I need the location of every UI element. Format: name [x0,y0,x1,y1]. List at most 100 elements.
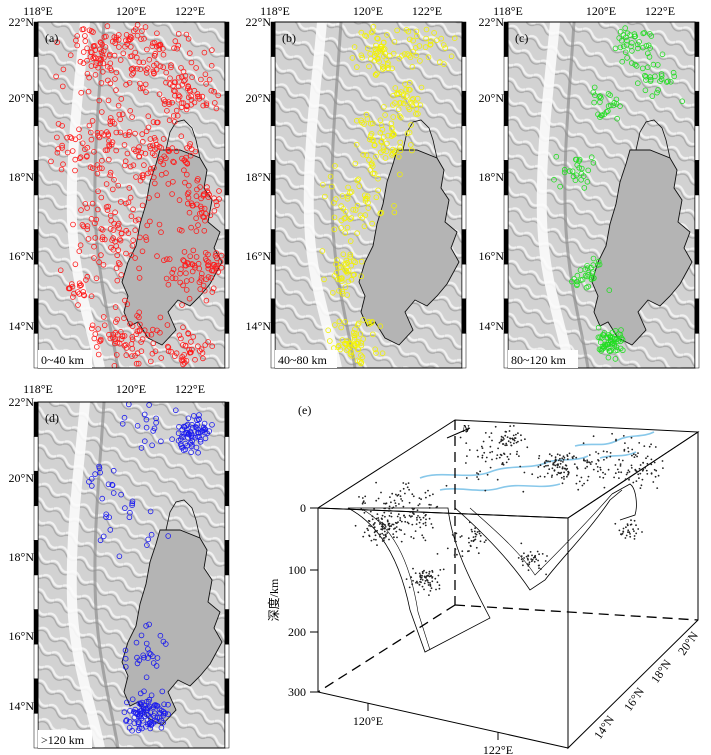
earthquake-point [202,256,209,262]
hypocenter-point [620,471,623,474]
earthquake-point [146,195,152,201]
hypocenter-point [632,453,635,456]
hypocenter-point [537,564,540,567]
earthquake-point [649,93,656,99]
earthquake-point [88,28,95,34]
hypocenter-point [369,510,372,513]
earthquake-point [122,162,128,169]
hypocenter-point [512,425,515,427]
hypocenter-point [383,534,385,536]
hypocenter-point [380,525,383,528]
hypocenter-point [399,517,402,519]
frame-segment [33,713,39,749]
frame-segment [461,194,467,230]
earthquake-point [190,334,197,340]
lat-tick-label: 18°N [9,550,35,564]
earthquake-point [96,97,102,104]
hypocenter-point [420,498,422,501]
hypocenter-point [543,461,546,464]
hypocenter-point [505,442,508,445]
earthquake-point [409,147,415,154]
earthquake-point [115,220,122,227]
earthquake-point [153,419,159,426]
earthquake-point [213,198,220,205]
earthquake-point [187,349,194,356]
earthquake-point [137,321,143,328]
hypocenter-point [363,511,366,514]
earthquake-point [165,181,172,187]
hypocenter-point [474,527,476,530]
earthquake-point [72,156,78,163]
earthquake-point [177,279,184,286]
hypocenter-point [409,511,412,513]
block-diagram-e: (e) N 0 100 200 300 深度/km [266,403,701,755]
hypocenter-point [553,464,555,466]
hypocenter-point [652,481,655,483]
hypocenter-point [418,521,421,524]
earthquake-point [619,58,625,65]
earthquake-point [154,655,161,661]
earthquake-point [185,35,192,42]
hypocenter-point [428,507,431,509]
hypocenter-point [384,515,386,518]
earthquake-point [70,294,76,300]
lat-tick-label: 16°N [9,249,35,263]
hypocenter-point [642,462,645,464]
hypocenter-point [382,537,385,539]
earthquake-point [165,281,172,288]
earthquake-point [413,101,420,107]
earthquake-point [375,175,381,182]
frame-segment [33,194,39,230]
hypocenter-point [528,561,531,564]
hypocenter-point [500,454,503,457]
earthquake-point [194,186,200,193]
earthquake-point [339,288,346,295]
earthquake-point [147,218,153,225]
hypocenter-point [512,438,514,441]
hypocenter-point [510,444,513,447]
hypocenter-point [627,469,630,472]
earthquake-point [144,542,150,548]
earthquake-point [658,71,665,77]
hypocenter-point [412,567,414,570]
frame-segment [33,609,39,645]
hypocenter-point [374,530,377,533]
earthquake-point [573,156,580,163]
hypocenter-point [531,558,534,561]
frame-segment [33,90,39,127]
hypocenter-point [625,473,628,476]
earthquake-point [579,276,586,283]
earthquake-point [114,352,120,358]
earthquake-point [654,62,661,68]
depth-tick-label: 200 [288,625,306,639]
earthquake-point [106,138,112,144]
hypocenter-point [566,458,569,461]
hypocenter-point [442,568,445,571]
earthquake-point [646,54,653,60]
earthquake-point [143,416,150,423]
hypocenter-point [398,528,401,531]
earthquake-point [153,718,159,725]
hypocenter-point [619,465,622,467]
hypocenter-point [556,473,558,476]
frame-segment [270,21,276,57]
hypocenter-point [416,516,418,519]
hypocenter-point [537,466,540,468]
earthquake-point [356,183,363,189]
hypocenter-point [522,490,525,493]
earthquake-point [175,31,182,37]
earthquake-point [81,292,88,299]
frame-segment [33,436,39,472]
hypocenter-point [373,526,376,529]
earthquake-point [347,254,354,260]
hypocenter-point [599,468,602,471]
earthquake-point [332,322,338,328]
hypocenter-point [627,531,629,533]
earthquake-point [215,269,222,275]
hypocenter-point [641,478,644,481]
hypocenter-point [648,445,651,448]
earthquake-point [176,332,183,339]
earthquake-point [201,228,208,234]
hypocenter-point [599,466,602,469]
earthquake-point [631,31,638,37]
